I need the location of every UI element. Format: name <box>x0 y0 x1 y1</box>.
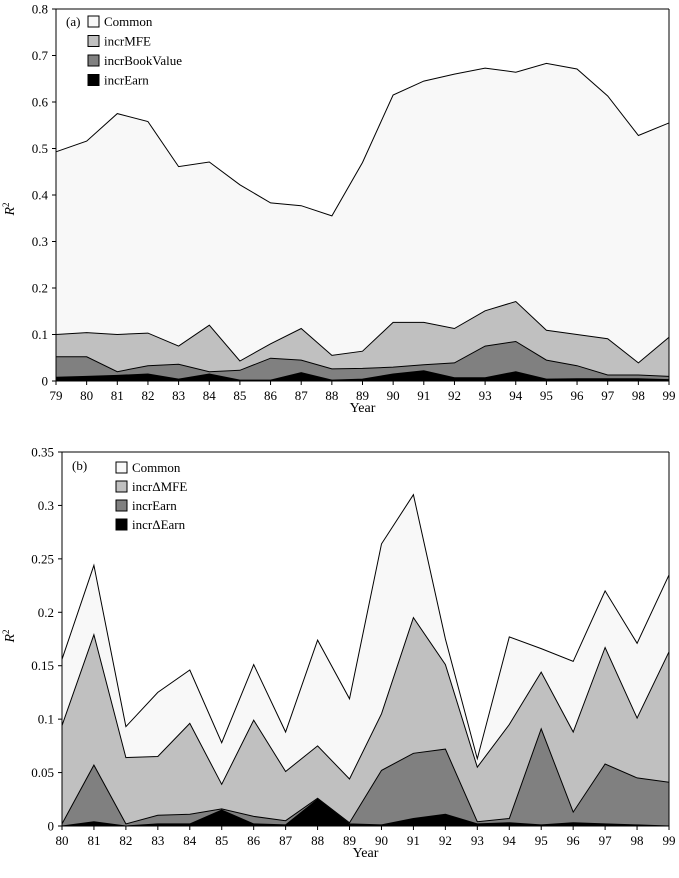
y-tick-label: 0.6 <box>32 95 49 110</box>
y-tick-label: 0.3 <box>38 498 54 513</box>
legend-swatch <box>87 15 100 28</box>
area-common <box>56 63 669 363</box>
x-tick-label: 89 <box>343 833 356 848</box>
legend-swatch <box>115 518 128 531</box>
x-tick-label: 96 <box>571 388 585 403</box>
y-axis-title: R2 <box>1 202 18 216</box>
legend-label: incrEarn <box>104 73 149 88</box>
panel-a-chart: 0 0.1 0.2 0.3 0.4 0.5 0.6 0.7 0.8 79 80 81 82 83 84 85 8… <box>1 2 676 417</box>
y-tick-label: 0.1 <box>32 327 48 342</box>
x-tick-label: 93 <box>479 388 492 403</box>
boundary-line-incrmfe <box>55 300 670 364</box>
y-tick-label: 0.5 <box>32 141 48 156</box>
legend-swatch <box>115 461 128 474</box>
x-tick-label: 95 <box>535 833 548 848</box>
x-tick-label: 92 <box>448 388 461 403</box>
panel-b-chart: 0 0.05 0.1 0.15 0.2 0.25 0.3 0.35 80 81 82 83 84 85 86… <box>1 445 676 862</box>
x-tick-label: 99 <box>663 833 676 848</box>
legend-swatch <box>87 54 100 67</box>
area-incr-mfe <box>62 617 669 824</box>
x-tick-label: 91 <box>417 388 430 403</box>
boundary-line-incr-mfe <box>61 616 670 786</box>
legend-label: Common <box>132 460 181 475</box>
legend-label: incrΔEarn <box>132 517 186 532</box>
x-axis-title: Year <box>350 401 376 416</box>
x-tick-label: 94 <box>503 833 517 848</box>
boundary-line-increarn <box>55 370 670 381</box>
x-tick-label: 86 <box>264 388 278 403</box>
y-axis-title: R2 <box>1 629 18 643</box>
x-tick-label: 85 <box>233 388 246 403</box>
y-tick-label: 0 <box>48 819 55 834</box>
legend-label: incrMFE <box>104 34 151 49</box>
x-tick-label: 82 <box>119 833 132 848</box>
x-tick-label: 79 <box>50 388 63 403</box>
y-tick-label: 0 <box>42 374 49 389</box>
boundary-line-increarn <box>61 727 670 825</box>
legend-swatch <box>87 74 100 86</box>
boundary-line-common <box>61 493 670 761</box>
x-tick-label: 95 <box>540 388 553 403</box>
y-tick-label: 0.3 <box>32 234 48 249</box>
x-tick-label: 87 <box>279 833 293 848</box>
x-tick-label: 97 <box>599 833 613 848</box>
area-increarn <box>56 370 669 381</box>
y-tick-label: 0.1 <box>38 712 54 727</box>
boundary-line-incr-earn <box>61 798 670 827</box>
x-tick-label: 83 <box>151 833 164 848</box>
x-tick-label: 99 <box>663 388 676 403</box>
boundary-line-common <box>55 62 670 217</box>
x-tick-label: 80 <box>80 388 93 403</box>
x-axis-title: Year <box>353 846 379 861</box>
x-tick-label: 88 <box>325 388 338 403</box>
x-tick-label: 82 <box>141 388 154 403</box>
boundary-line-incrbookvalue <box>56 340 670 377</box>
x-tick-label: 85 <box>215 833 228 848</box>
legend-label: incrΔMFE <box>132 479 187 494</box>
area-increarn <box>62 728 669 826</box>
x-tick-label: 98 <box>631 833 644 848</box>
legend-label: incrEarn <box>132 498 177 513</box>
x-tick-label: 97 <box>601 388 615 403</box>
legend-swatch <box>115 480 128 493</box>
legend-label: Common <box>104 14 153 29</box>
x-tick-label: 89 <box>356 388 369 403</box>
y-tick-label: 0.7 <box>32 48 49 63</box>
y-tick-label: 0.2 <box>38 605 54 620</box>
x-tick-label: 81 <box>87 833 100 848</box>
y-tick-label: 0.2 <box>32 281 48 296</box>
x-tick-label: 88 <box>311 833 324 848</box>
y-tick-label: 0.25 <box>31 551 54 566</box>
x-tick-label: 94 <box>509 388 523 403</box>
area-common <box>62 494 669 785</box>
x-tick-label: 80 <box>56 833 69 848</box>
legend-swatch <box>87 35 100 47</box>
legend-swatch <box>115 499 128 512</box>
panel-label: (b) <box>72 458 87 473</box>
x-tick-label: 83 <box>172 388 185 403</box>
y-tick-label: 0.35 <box>31 445 54 460</box>
x-tick-label: 81 <box>111 388 124 403</box>
x-tick-label: 86 <box>247 833 261 848</box>
y-tick-label: 0.4 <box>32 188 49 203</box>
x-tick-label: 90 <box>375 833 388 848</box>
x-tick-label: 93 <box>471 833 484 848</box>
y-tick-label: 0.15 <box>31 658 54 673</box>
area-incrmfe <box>56 301 669 377</box>
y-tick-label: 0.8 <box>32 2 48 17</box>
x-tick-label: 98 <box>632 388 645 403</box>
x-tick-label: 87 <box>295 388 309 403</box>
area-incrbookvalue <box>56 341 669 381</box>
x-tick-label: 92 <box>439 833 452 848</box>
x-tick-label: 84 <box>183 833 197 848</box>
x-tick-label: 84 <box>203 388 217 403</box>
y-tick-label: 0.05 <box>31 765 54 780</box>
x-tick-label: 91 <box>407 833 420 848</box>
x-tick-label: 90 <box>387 388 400 403</box>
panel-label: (a) <box>66 14 80 29</box>
legend-label: incrBookValue <box>104 53 182 68</box>
area-incr-earn <box>62 799 669 826</box>
x-tick-label: 96 <box>567 833 581 848</box>
